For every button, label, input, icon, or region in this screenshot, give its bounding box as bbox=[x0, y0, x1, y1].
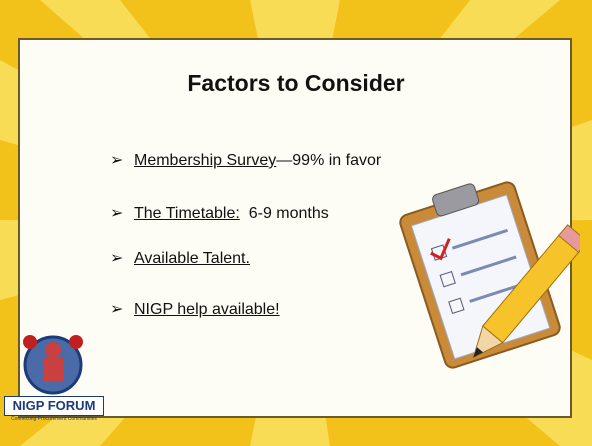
logo-tagline: Connecting Procurement Communities bbox=[4, 416, 104, 422]
bullet-text: —99% in favor bbox=[276, 152, 381, 169]
slide-title: Factors to Consider bbox=[0, 70, 592, 97]
slide: Factors to Consider NIGP FORUM Connectin… bbox=[0, 0, 592, 446]
bullet-arrow: ➢ bbox=[110, 203, 134, 223]
bullet-arrow: ➢ bbox=[110, 150, 134, 170]
bullet-arrow: ➢ bbox=[110, 299, 134, 319]
bullet-link: The Timetable: bbox=[134, 205, 240, 222]
bullet-item: ➢Available Talent. bbox=[110, 248, 250, 268]
logo-emblem bbox=[8, 320, 98, 398]
bullet-link: Available Talent. bbox=[134, 250, 250, 267]
bullet-arrow: ➢ bbox=[110, 248, 134, 268]
bullet-item: ➢Membership Survey—99% in favor bbox=[110, 150, 381, 170]
bullet-link: NIGP help available! bbox=[134, 301, 280, 318]
bullet-item: ➢The Timetable: 6-9 months bbox=[110, 203, 329, 223]
bullet-item: ➢NIGP help available! bbox=[110, 299, 280, 319]
bullet-text: 6-9 months bbox=[240, 205, 329, 222]
bullet-link: Membership Survey bbox=[134, 152, 276, 169]
logo-name: NIGP FORUM bbox=[4, 396, 104, 416]
clipboard-illustration bbox=[380, 165, 580, 385]
